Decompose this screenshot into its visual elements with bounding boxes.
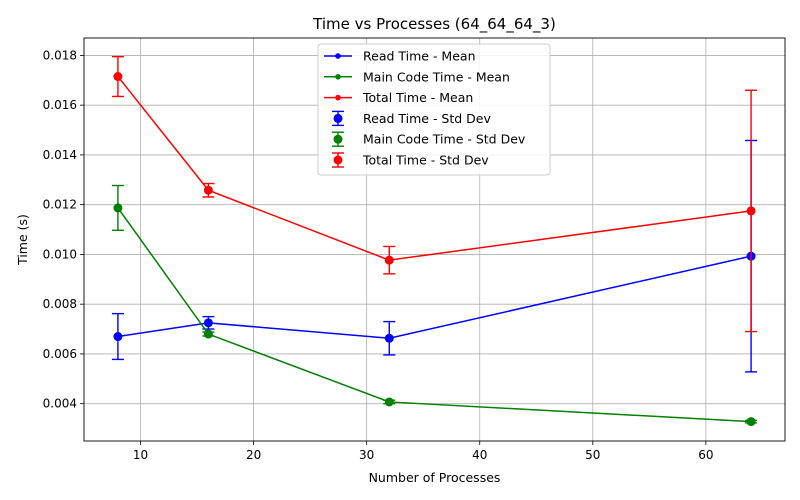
legend-label: Total Time - Std Dev — [362, 153, 489, 168]
y-tick-label: 0.006 — [43, 347, 77, 361]
legend: Read Time - Mean Main Code Time - Mean Tot… — [317, 43, 551, 176]
y-tick-label: 0.004 — [43, 397, 77, 411]
legend-marker — [333, 155, 343, 165]
legend-marker — [333, 134, 343, 144]
legend-marker — [335, 94, 341, 101]
x-tick-label: 50 — [585, 448, 600, 462]
legend-label: Total Time - Mean — [362, 90, 473, 105]
series-line — [117, 76, 752, 261]
series-line — [117, 207, 752, 423]
y-axis-label: Time (s) — [15, 214, 30, 266]
data-point — [203, 318, 213, 328]
y-tick-label: 0.014 — [43, 148, 77, 162]
series-group — [111, 55, 758, 333]
data-point — [113, 203, 123, 213]
data-point — [384, 397, 394, 407]
y-tick-label: 0.010 — [43, 247, 77, 261]
data-point — [746, 206, 756, 216]
data-point — [203, 185, 213, 195]
series-line — [117, 255, 752, 340]
plot-frame — [83, 37, 786, 442]
y-tick-label: 0.012 — [43, 198, 77, 212]
legend-marker — [335, 74, 341, 80]
y-tick-label: 0.016 — [43, 98, 77, 112]
x-axis-label: Number of Processes — [369, 470, 501, 485]
plot-layer — [111, 55, 758, 427]
x-tick-label: 60 — [698, 448, 713, 462]
x-tick-label: 40 — [472, 448, 487, 462]
legend-label: Read Time - Std Dev — [363, 111, 491, 126]
legend-label: Main Code Time - Mean — [363, 69, 510, 84]
data-point — [203, 329, 213, 339]
data-point — [384, 255, 394, 265]
series-group — [111, 184, 758, 427]
data-point — [746, 417, 756, 427]
legend-label: Main Code Time - Std Dev — [363, 132, 526, 147]
legend-box — [317, 43, 551, 176]
legend-marker — [333, 113, 343, 123]
x-tick-label: 30 — [359, 448, 374, 462]
data-point — [384, 333, 394, 343]
y-tick-label: 0.018 — [43, 48, 77, 62]
x-tick-label: 20 — [246, 448, 261, 462]
data-point — [113, 72, 123, 82]
tick-layer: 10 20 30 40 50 60 0.004 0.006 0.008 0.010 0.012 0.0… — [43, 48, 714, 462]
x-tick-label: 10 — [133, 448, 148, 462]
chart-title: Time vs Processes (64_64_64_3) — [312, 15, 556, 34]
legend-marker — [335, 53, 341, 59]
data-point — [113, 332, 123, 342]
legend-label: Read Time - Mean — [363, 49, 476, 64]
y-tick-label: 0.008 — [43, 297, 77, 311]
